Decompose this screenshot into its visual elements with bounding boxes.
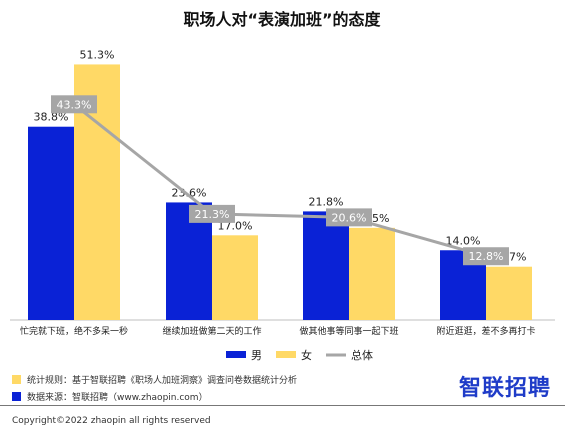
note-rule-text: 统计规则：基于智联招聘《职场人加班洞察》调查问卷数据统计分析 xyxy=(27,376,298,386)
total-label-box xyxy=(326,208,372,227)
data-label-male: 38.8% xyxy=(34,111,69,124)
legend-swatch-male xyxy=(226,351,246,358)
category-label: 忙完就下班，绝不多呆一秒 xyxy=(20,325,128,337)
divider xyxy=(0,405,565,406)
chart-title: 职场人对“表演加班”的态度 xyxy=(183,10,381,29)
note-rule: 统计规则：基于智联招聘《职场人加班洞察》调查问卷数据统计分析 xyxy=(12,373,297,386)
data-label-male: 14.0% xyxy=(446,234,481,247)
bar-female xyxy=(212,235,258,320)
note-source-swatch xyxy=(12,392,21,401)
bar-male xyxy=(303,211,349,320)
total-label-box xyxy=(51,95,97,114)
legend-swatch-female xyxy=(276,351,296,358)
bar-female xyxy=(349,227,395,320)
total-data-label: 43.3% xyxy=(57,98,92,111)
category-label: 继续加班做第二天的工作 xyxy=(162,325,261,337)
legend-label-male: 男 xyxy=(251,349,262,362)
total-data-label: 21.3% xyxy=(195,208,230,221)
total-data-label: 12.8% xyxy=(469,250,504,263)
note-source-text: 数据来源：智联招聘（www.zhaopin.com） xyxy=(27,393,208,403)
note-source: 数据来源：智联招聘（www.zhaopin.com） xyxy=(12,390,208,403)
legend-label-total: 总体 xyxy=(351,348,373,362)
total-label-box xyxy=(189,204,235,223)
total-line xyxy=(73,103,487,258)
legend-label-female: 女 xyxy=(301,348,312,362)
total-data-label: 20.6% xyxy=(332,211,367,224)
total-label-box xyxy=(463,247,509,266)
copyright-text: Copyright©2022 zhaopin all rights reserv… xyxy=(12,416,211,426)
data-label-female: 51.3% xyxy=(80,48,115,61)
category-label: 做其他事等同事一起下班 xyxy=(299,325,398,337)
bar-female xyxy=(486,266,532,320)
data-label-male: 21.8% xyxy=(309,195,344,208)
category-label: 附近逛逛，差不多再打卡 xyxy=(436,325,535,337)
brand-logo: 智联招聘 xyxy=(458,376,551,401)
bar-male xyxy=(28,126,74,321)
note-rule-swatch xyxy=(12,375,21,384)
